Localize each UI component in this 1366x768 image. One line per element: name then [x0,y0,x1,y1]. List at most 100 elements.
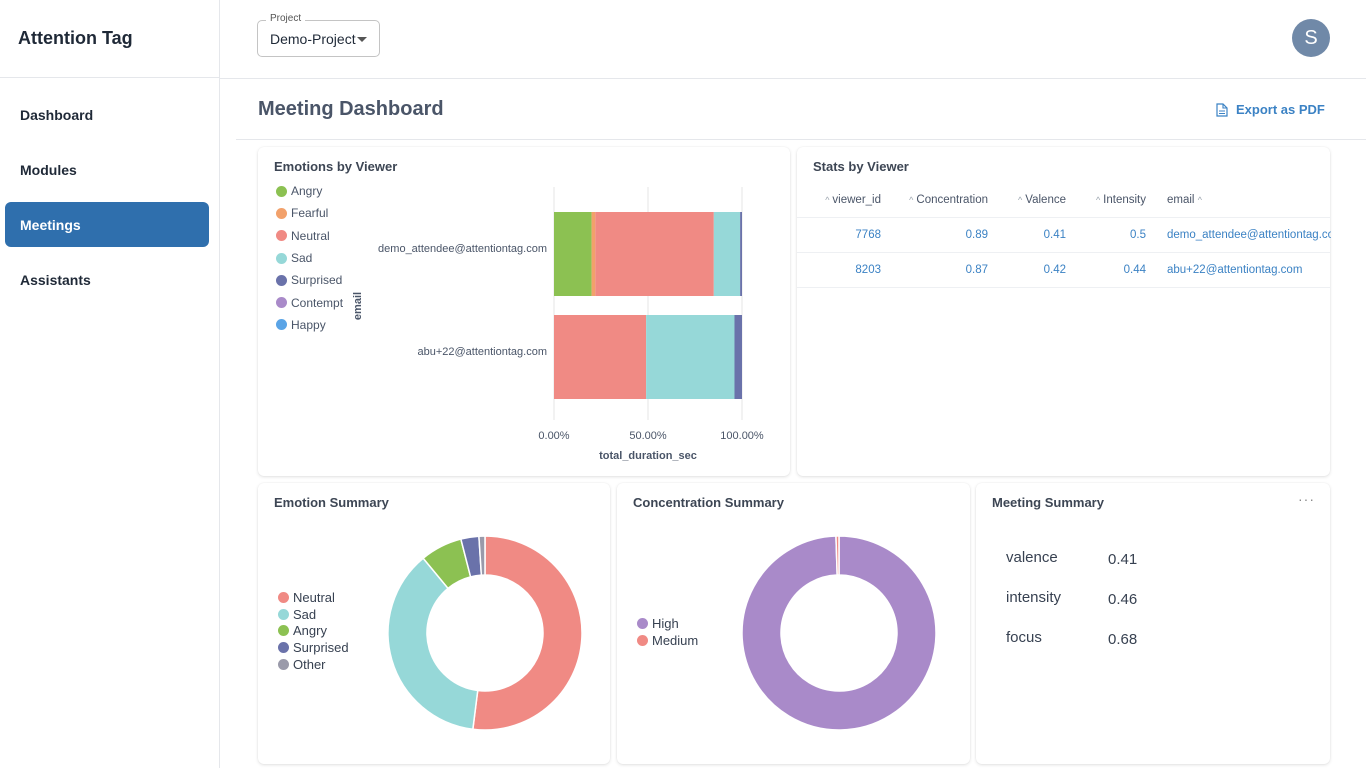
column-header-intensity[interactable]: ^ Intensity [1066,194,1146,206]
legend-item-sad[interactable]: Sad [278,606,349,623]
legend-item-other[interactable]: Other [278,656,349,673]
legend-swatch [276,207,287,219]
legend-item-high[interactable]: High [637,615,698,632]
legend-swatch [278,591,289,603]
card-title: Stats by Viewer [813,159,909,174]
column-header-concentration[interactable]: ^ Concentration [881,194,988,206]
table-cell: 0.89 [965,229,988,241]
bar-segment-angry [554,212,592,296]
metric-label-valence: valence [1006,549,1058,566]
column-header-email[interactable]: email ^ [1146,194,1331,206]
sidebar-item-assistants[interactable]: Assistants [20,271,91,288]
sidebar-item-dashboard[interactable]: Dashboard [20,106,94,123]
emotion-summary-card: Emotion Summary Neutral Sad Angry Surpri… [258,483,610,764]
table-row[interactable]: 7768 0.89 0.41 0.5 demo_attendee@attenti… [797,218,1331,253]
legend-item-neutral[interactable]: Neutral [278,589,349,606]
legend-item-surprised[interactable]: Surprised [278,639,349,656]
legend-swatch [278,608,289,620]
bar-segment-sad [646,315,735,399]
emotion-summary-legend: Neutral Sad Angry Surprised Other [278,589,349,673]
concentration-summary-card: Concentration Summary High Medium [617,483,970,764]
sidebar-nav: Dashboard Modules Meetings Assistants [0,78,219,302]
legend-item-angry[interactable]: Angry [276,180,343,202]
bar-segment-fearful [591,212,596,296]
table-cell: demo_attendee@attentiontag.com [1167,229,1331,241]
document-icon [1216,102,1228,117]
user-avatar[interactable]: S [1292,19,1330,57]
metric-value-intensity: 0.46 [1108,591,1138,608]
legend-label: Contempt [291,295,344,310]
column-header-valence[interactable]: ^ Valence [988,194,1066,206]
legend-swatch [278,642,289,654]
legend-swatch [637,634,648,646]
legend-item-neutral[interactable]: Neutral [276,225,343,247]
stats-by-viewer-card: Stats by Viewer ^ viewer_id ^ Concentratio… [797,147,1331,476]
legend-item-angry[interactable]: Angry [278,623,349,640]
y-tick-label: abu+22@attentiontag.com [417,346,547,358]
y-tick-label: demo_attendee@attentiontag.com [378,243,547,255]
project-select[interactable]: Project Demo-Project [257,13,380,57]
legend-item-medium[interactable]: Medium [637,632,698,649]
card-title: Emotions by Viewer [274,159,398,174]
more-options-icon[interactable]: ··· [1298,491,1315,507]
export-pdf-button[interactable]: Export as PDF [1216,102,1325,117]
app-title: Attention Tag [0,0,219,78]
column-header-label: email [1167,194,1195,206]
emotion-donut-chart [387,535,583,731]
legend-swatch [276,252,287,264]
table-cell: 7768 [855,229,881,241]
metric-value-valence: 0.41 [1108,551,1138,568]
bar-segment-surprised [740,212,742,296]
column-header-viewer-id[interactable]: ^ viewer_id [797,194,881,206]
legend-swatch [278,659,289,671]
sort-icon: ^ [1095,195,1101,205]
card-title: Meeting Summary [992,495,1104,510]
legend-swatch [276,297,287,309]
bar-segment-neutral [595,212,714,296]
legend-swatch [276,230,287,242]
legend-swatch [637,617,648,629]
bar-segment-sad [713,212,741,296]
legend-item-surprised[interactable]: Surprised [276,269,343,291]
stats-table: ^ viewer_id ^ Concentration ^ Valence ^ Inte… [797,183,1331,288]
legend-label: Fearful [291,206,329,221]
table-row[interactable]: 8203 0.87 0.42 0.44 abu+22@attentiontag.… [797,253,1331,288]
column-header-label: viewer_id [832,194,881,206]
donut-slice-high [741,535,937,731]
legend-label: High [652,615,679,631]
legend-label: Surprised [293,640,349,656]
page-title: Meeting Dashboard [258,98,444,120]
legend-label: Surprised [291,273,343,288]
table-cell: 0.44 [1123,264,1146,276]
column-header-label: Concentration [916,194,988,206]
sidebar-item-meetings[interactable]: Meetings [5,202,209,247]
bar-segment-surprised [734,315,742,399]
x-axis-label: total_duration_sec [599,450,697,462]
legend-item-sad[interactable]: Sad [276,247,343,269]
export-pdf-label: Export as PDF [1236,102,1325,117]
metric-label-focus: focus [1006,629,1042,646]
emotions-legend: Angry Fearful Neutral Sad Surprised Cont… [276,180,343,336]
legend-label: Angry [291,184,323,199]
legend-swatch [278,625,289,637]
legend-item-contempt[interactable]: Contempt [276,291,343,313]
legend-label: Sad [293,606,317,622]
legend-label: Other [293,657,326,673]
legend-swatch [276,319,287,331]
table-cell: 0.87 [965,264,988,276]
main-content: Meeting Dashboard Export as PDF Emotions… [236,80,1366,768]
column-header-label: Intensity [1103,194,1146,206]
table-cell: 8203 [855,264,881,276]
concentration-donut-chart [741,535,937,731]
emotions-bar-chart: 0.00% 50.00% 100.00% demo_attendee@attentio… [352,187,764,462]
sort-icon: ^ [825,195,830,205]
legend-item-fearful[interactable]: Fearful [276,202,343,224]
sidebar-item-modules[interactable]: Modules [20,161,77,178]
y-axis-label: email [352,292,364,320]
legend-swatch [276,274,287,286]
legend-item-happy[interactable]: Happy [276,314,343,336]
donut-slice-neutral [472,535,583,731]
legend-label: Happy [291,317,326,332]
emotions-by-viewer-card: Emotions by Viewer Angry Fearful Neutral… [258,147,790,476]
card-title: Concentration Summary [633,495,784,510]
